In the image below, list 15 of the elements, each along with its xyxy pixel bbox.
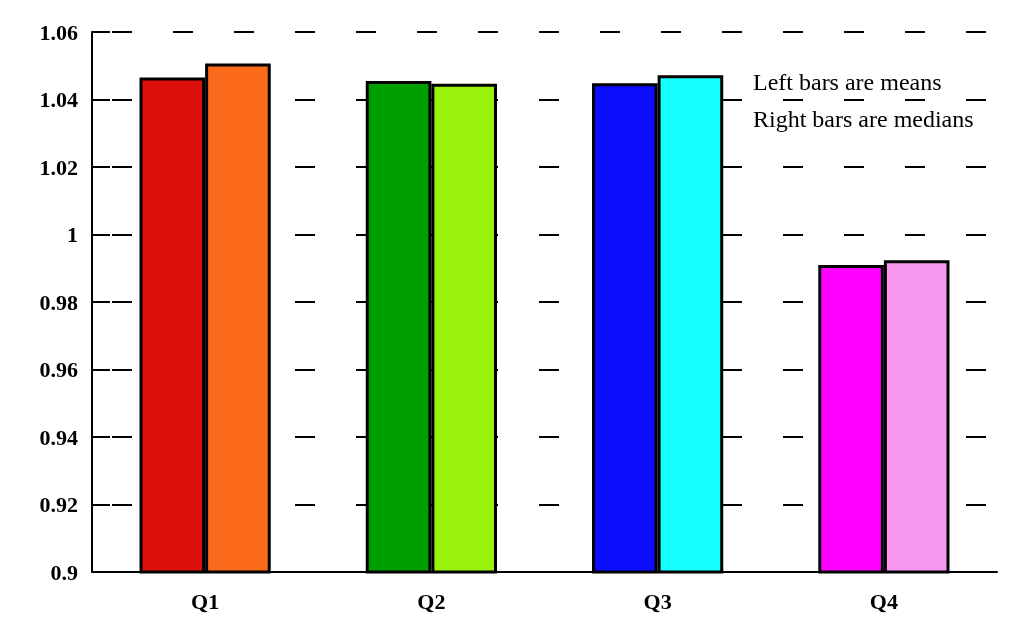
y-tick-label: 1.04 <box>39 87 78 112</box>
y-tick-label: 0.9 <box>50 559 78 585</box>
x-tick-label: Q4 <box>869 588 898 614</box>
x-tick-label: Q3 <box>643 588 672 614</box>
y-tick-label: 1.02 <box>39 154 78 180</box>
y-tick-label: 0.96 <box>39 357 78 382</box>
y-tick-label: 0.98 <box>39 289 78 315</box>
y-tick-label: 1 <box>67 222 78 247</box>
annotation: Right bars are medians <box>753 106 974 132</box>
x-tick-label: Q2 <box>417 588 446 614</box>
x-tick-label: Q1 <box>191 588 220 614</box>
y-tick-label: 1.06 <box>39 19 78 45</box>
y-tick-label: 0.92 <box>39 492 78 517</box>
y-tick-label: 0.94 <box>39 424 78 450</box>
annotation: Left bars are means <box>753 69 942 95</box>
